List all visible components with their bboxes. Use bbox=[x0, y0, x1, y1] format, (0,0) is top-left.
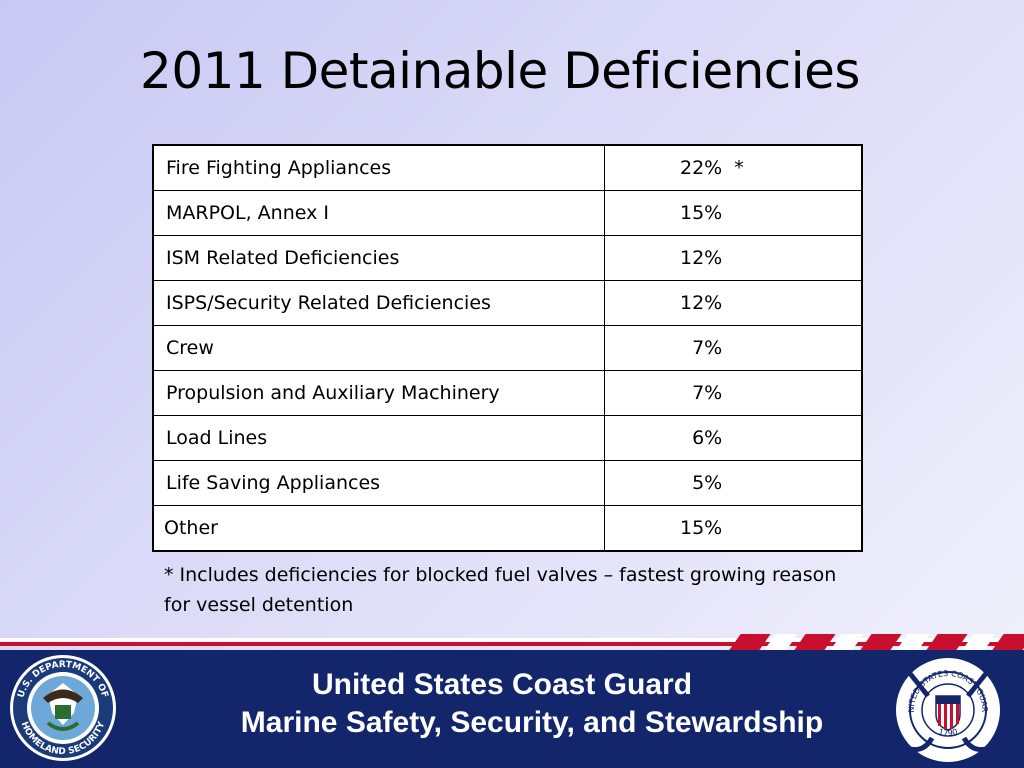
stripe-slash bbox=[926, 634, 968, 650]
percent-cell: 7% bbox=[604, 370, 863, 416]
table-row: Fire Fighting Appliances 22% * bbox=[152, 144, 863, 191]
slide-title: 2011 Detainable Deficiencies bbox=[140, 42, 860, 100]
category-cell: MARPOL, Annex I bbox=[152, 190, 605, 236]
category-cell: Propulsion and Auxiliary Machinery bbox=[152, 370, 605, 416]
table-row: MARPOL, Annex I 15% bbox=[152, 190, 863, 236]
percent-cell: 22% * bbox=[604, 144, 863, 191]
category-cell: Life Saving Appliances bbox=[152, 460, 605, 506]
table-row: Propulsion and Auxiliary Machinery 7% bbox=[152, 370, 863, 416]
stripe-slash bbox=[794, 634, 836, 650]
stripe-slash bbox=[992, 634, 1024, 650]
dhs-seal-icon: U.S. DEPARTMENT OF HOMELAND SECURITY bbox=[10, 655, 116, 761]
footer-band bbox=[0, 650, 1024, 768]
footnote: * Includes deficiencies for blocked fuel… bbox=[164, 564, 837, 616]
table-row: ISPS/Security Related Deficiencies 12% bbox=[152, 280, 863, 326]
percent-cell: 6% bbox=[604, 415, 863, 461]
table-row: Life Saving Appliances 5% bbox=[152, 460, 863, 506]
table-row: Crew 7% bbox=[152, 325, 863, 371]
table-row: ISM Related Deficiencies 12% bbox=[152, 235, 863, 281]
category-cell: Load Lines bbox=[152, 415, 605, 461]
table-row: Load Lines 6% bbox=[152, 415, 863, 461]
category-cell: Other bbox=[152, 505, 605, 552]
deficiency-table: Fire Fighting Appliances 22% * MARPOL, A… bbox=[152, 144, 863, 552]
category-cell: ISM Related Deficiencies bbox=[152, 235, 605, 281]
footer-subtitle: Marine Safety, Security, and Stewardship bbox=[240, 706, 824, 739]
category-cell: ISPS/Security Related Deficiencies bbox=[152, 280, 605, 326]
percent-cell: 15% bbox=[604, 505, 863, 552]
uscg-seal-icon: UNITED STATES COAST GUARD 1790 bbox=[892, 656, 1002, 762]
footer-title: United States Coast Guard bbox=[311, 668, 693, 701]
uscg-seal-year: 1790 bbox=[937, 727, 958, 738]
percent-cell: 5% bbox=[604, 460, 863, 506]
table-row: Other 15% bbox=[152, 505, 863, 552]
stripe-slash bbox=[860, 634, 902, 650]
percent-cell: 7% bbox=[604, 325, 863, 371]
percent-cell: 12% bbox=[604, 235, 863, 281]
percent-cell: 12% bbox=[604, 280, 863, 326]
stripe-red bbox=[0, 642, 1024, 646]
svg-text:1790: 1790 bbox=[937, 727, 958, 738]
percent-cell: 15% bbox=[604, 190, 863, 236]
category-cell: Crew bbox=[152, 325, 605, 371]
footer-stripes bbox=[0, 634, 1024, 650]
category-cell: Fire Fighting Appliances bbox=[152, 144, 605, 191]
stripe-white bbox=[0, 638, 1024, 642]
